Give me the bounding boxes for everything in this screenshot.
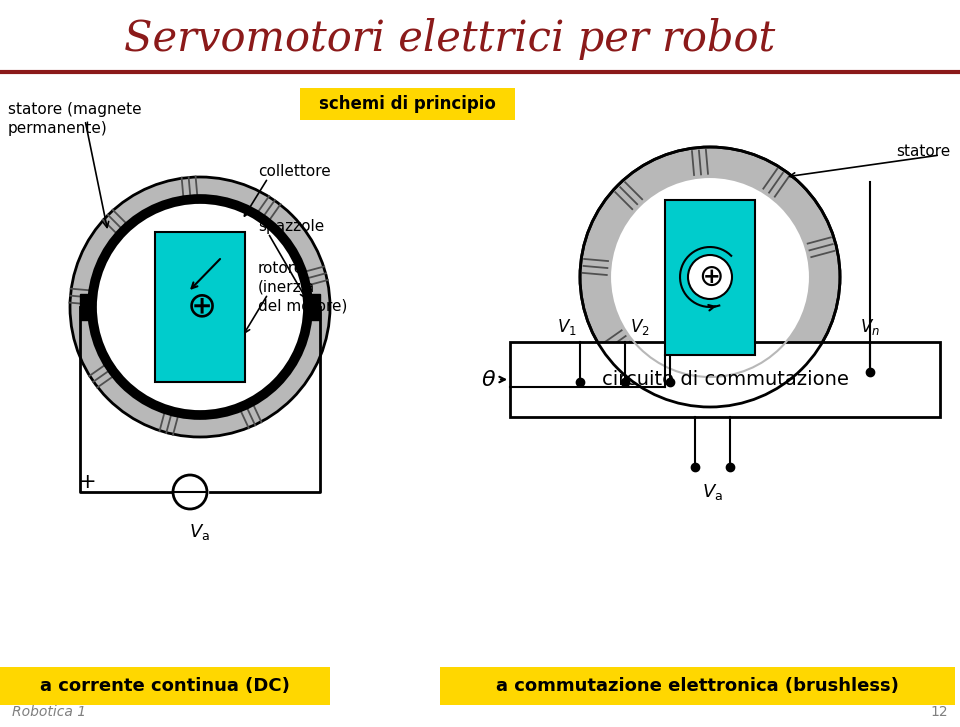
Text: $\oplus$: $\oplus$ xyxy=(698,262,722,292)
Bar xyxy=(308,294,320,320)
Bar xyxy=(80,294,92,320)
Text: V$_1$: V$_1$ xyxy=(557,317,577,337)
Circle shape xyxy=(95,202,305,412)
Text: statore: statore xyxy=(896,145,950,159)
Text: V$_n$: V$_n$ xyxy=(860,317,880,337)
Text: spazzole: spazzole xyxy=(258,220,324,235)
Text: 12: 12 xyxy=(930,705,948,719)
Bar xyxy=(0,667,330,705)
Text: +: + xyxy=(79,472,97,492)
Text: $\oplus$: $\oplus$ xyxy=(185,290,214,324)
Bar xyxy=(510,342,940,417)
Bar xyxy=(440,667,955,705)
Text: θ: θ xyxy=(481,369,494,390)
Text: schemi di principio: schemi di principio xyxy=(319,95,496,113)
Text: rotore
(inerzia
del motore): rotore (inerzia del motore) xyxy=(258,261,348,313)
Text: V$_{\rm a}$: V$_{\rm a}$ xyxy=(702,482,723,502)
Circle shape xyxy=(688,255,732,299)
Text: V$_2$: V$_2$ xyxy=(630,317,650,337)
Text: statore (magnete
permanente): statore (magnete permanente) xyxy=(8,103,142,136)
Text: circuito di commutazione: circuito di commutazione xyxy=(602,370,849,389)
Circle shape xyxy=(70,177,330,437)
Circle shape xyxy=(580,147,840,407)
Text: collettore: collettore xyxy=(258,164,331,180)
Text: Robotica 1: Robotica 1 xyxy=(12,705,86,719)
Text: a corrente continua (DC): a corrente continua (DC) xyxy=(40,677,290,695)
Text: V$_{\rm a}$: V$_{\rm a}$ xyxy=(189,522,210,542)
Circle shape xyxy=(173,475,207,509)
Text: a commutazione elettronica (brushless): a commutazione elettronica (brushless) xyxy=(495,677,899,695)
Text: Servomotori elettrici per robot: Servomotori elettrici per robot xyxy=(125,18,776,60)
Bar xyxy=(300,88,515,120)
Bar xyxy=(665,199,755,355)
Circle shape xyxy=(610,177,810,377)
Bar xyxy=(155,232,245,382)
